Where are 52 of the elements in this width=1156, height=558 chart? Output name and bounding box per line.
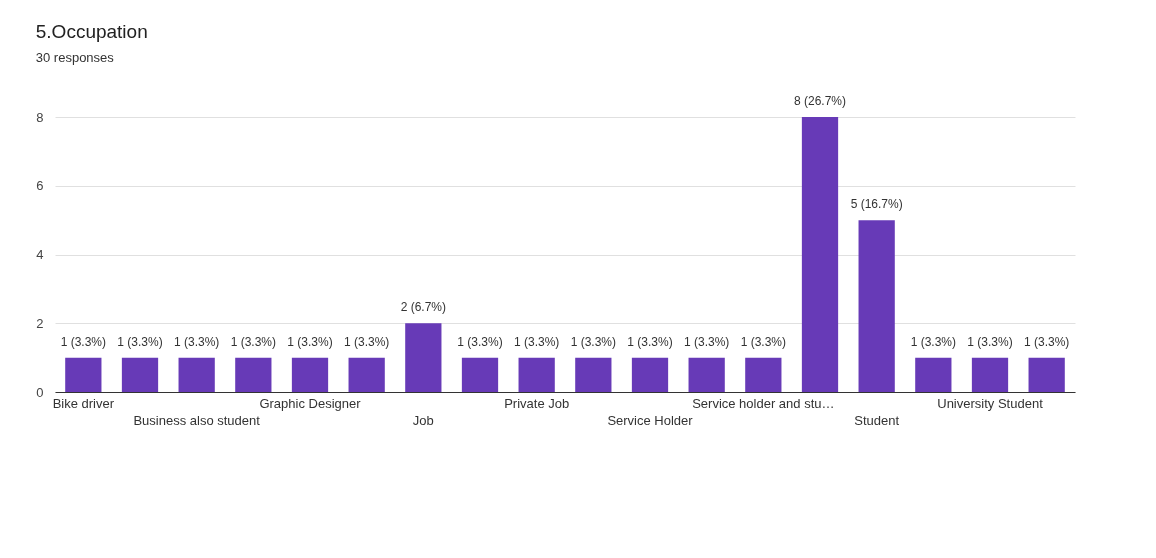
x-tick-label: Business also student	[133, 412, 261, 428]
x-tick-label: Job	[412, 412, 434, 428]
x-tick-label: University Student	[937, 395, 1044, 411]
data-label: 8 (26.7%)	[793, 94, 847, 108]
bar	[121, 357, 159, 392]
y-tick-label: 8	[36, 109, 44, 125]
bar	[745, 357, 782, 392]
data-label: 1 (3.3%)	[740, 334, 787, 349]
data-label: 1 (3.3%)	[1023, 334, 1070, 349]
data-label: 2 (6.7%)	[400, 300, 447, 315]
data-label: 1 (3.3%)	[683, 334, 730, 349]
chart-title: 5.Occupation	[35, 21, 148, 42]
bar	[348, 357, 385, 392]
x-tick-label: Student	[854, 412, 900, 428]
bar	[801, 117, 839, 392]
bar	[915, 357, 952, 392]
bar	[405, 323, 442, 392]
data-label: 1 (3.3%)	[117, 334, 163, 349]
data-label: 1 (3.3%)	[910, 334, 957, 349]
bar	[1028, 357, 1065, 392]
data-label: 1 (3.3%)	[513, 334, 560, 349]
data-label: 1 (3.3%)	[627, 334, 673, 349]
bar	[575, 357, 612, 392]
bar	[631, 357, 669, 392]
bar	[688, 357, 725, 392]
data-label: 5 (16.7%)	[850, 197, 903, 212]
y-tick-label: 4	[36, 247, 44, 262]
bar	[461, 357, 499, 392]
bar	[235, 357, 272, 392]
chart-subtitle: 30 responses	[35, 50, 115, 65]
data-label: 1 (3.3%)	[287, 334, 333, 349]
data-label: 1 (3.3%)	[230, 334, 277, 349]
data-label: 1 (3.3%)	[457, 334, 503, 349]
x-tick-label: Bike driver	[52, 395, 115, 411]
x-tick-label: Service holder and stu…	[692, 395, 835, 411]
y-tick-label: 2	[36, 315, 44, 331]
bar	[858, 220, 895, 392]
y-tick-label: 6	[36, 178, 44, 194]
bar	[518, 357, 555, 392]
x-tick-label: Service Holder	[607, 412, 694, 428]
data-label: 1 (3.3%)	[570, 334, 617, 349]
bar	[178, 357, 215, 392]
y-tick-label: 0	[36, 384, 44, 400]
data-label: 1 (3.3%)	[173, 334, 220, 349]
bar	[291, 357, 329, 392]
bar	[971, 357, 1009, 392]
data-label: 1 (3.3%)	[343, 334, 390, 349]
x-tick-label: Graphic Designer	[259, 395, 362, 411]
data-label: 1 (3.3%)	[967, 334, 1013, 349]
data-label: 1 (3.3%)	[60, 334, 107, 349]
x-tick-label: Private Job	[504, 395, 570, 411]
bar	[65, 357, 102, 392]
